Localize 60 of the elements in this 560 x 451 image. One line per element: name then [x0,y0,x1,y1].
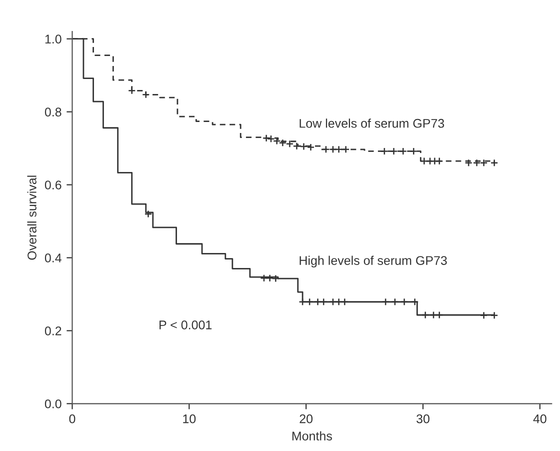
point [342,146,350,154]
point [292,142,301,150]
point [329,298,337,306]
point [286,140,294,148]
point [329,146,337,154]
point [464,159,472,167]
point [480,159,488,167]
y-tick-label: 0.2 [44,326,62,336]
point [399,147,407,156]
point [272,274,280,282]
point [334,298,343,306]
y-tick-label: 0.8 [44,108,62,116]
x-tick-label: 40 [533,414,546,424]
point [400,298,408,306]
point [410,147,418,156]
point [334,146,343,154]
series-label: High levels of serum GP73 [300,256,447,268]
point [306,143,315,152]
point [380,147,388,156]
annotation: P < 0.001 [160,320,212,330]
point [306,298,314,306]
point [430,311,438,319]
point [144,210,152,218]
y-axis-title: Overall survival [27,176,36,260]
point [490,159,498,167]
point [480,311,488,320]
point [267,134,275,143]
x-tick-label: 0 [69,414,76,424]
point [142,90,150,99]
point [266,274,274,282]
point [391,298,399,306]
point [472,159,481,167]
x-axis-title: Months [292,431,332,440]
x-tick-label: 10 [183,414,196,424]
series-label: Low levels of serum GP73 [300,118,444,128]
point [435,311,444,319]
point [426,157,434,165]
point [430,157,439,165]
point [490,311,498,320]
point [298,298,306,306]
point [390,147,398,156]
point [382,298,390,306]
y-tick-label: 1.0 [45,34,62,44]
point [322,146,330,154]
point [421,311,430,319]
point [420,157,428,165]
x-tick-label: 30 [416,414,430,424]
point [314,298,322,306]
point [435,157,444,165]
point [300,142,308,150]
y-tick-label: 0.4 [44,254,62,262]
point [260,274,268,282]
point [410,298,419,306]
point [278,138,287,147]
point [340,298,349,306]
y-tick-label: 0.0 [44,399,62,408]
y-tick-label: 0.6 [44,180,62,190]
point [128,86,136,95]
x-tick-label: 20 [300,414,313,424]
point [320,298,328,306]
